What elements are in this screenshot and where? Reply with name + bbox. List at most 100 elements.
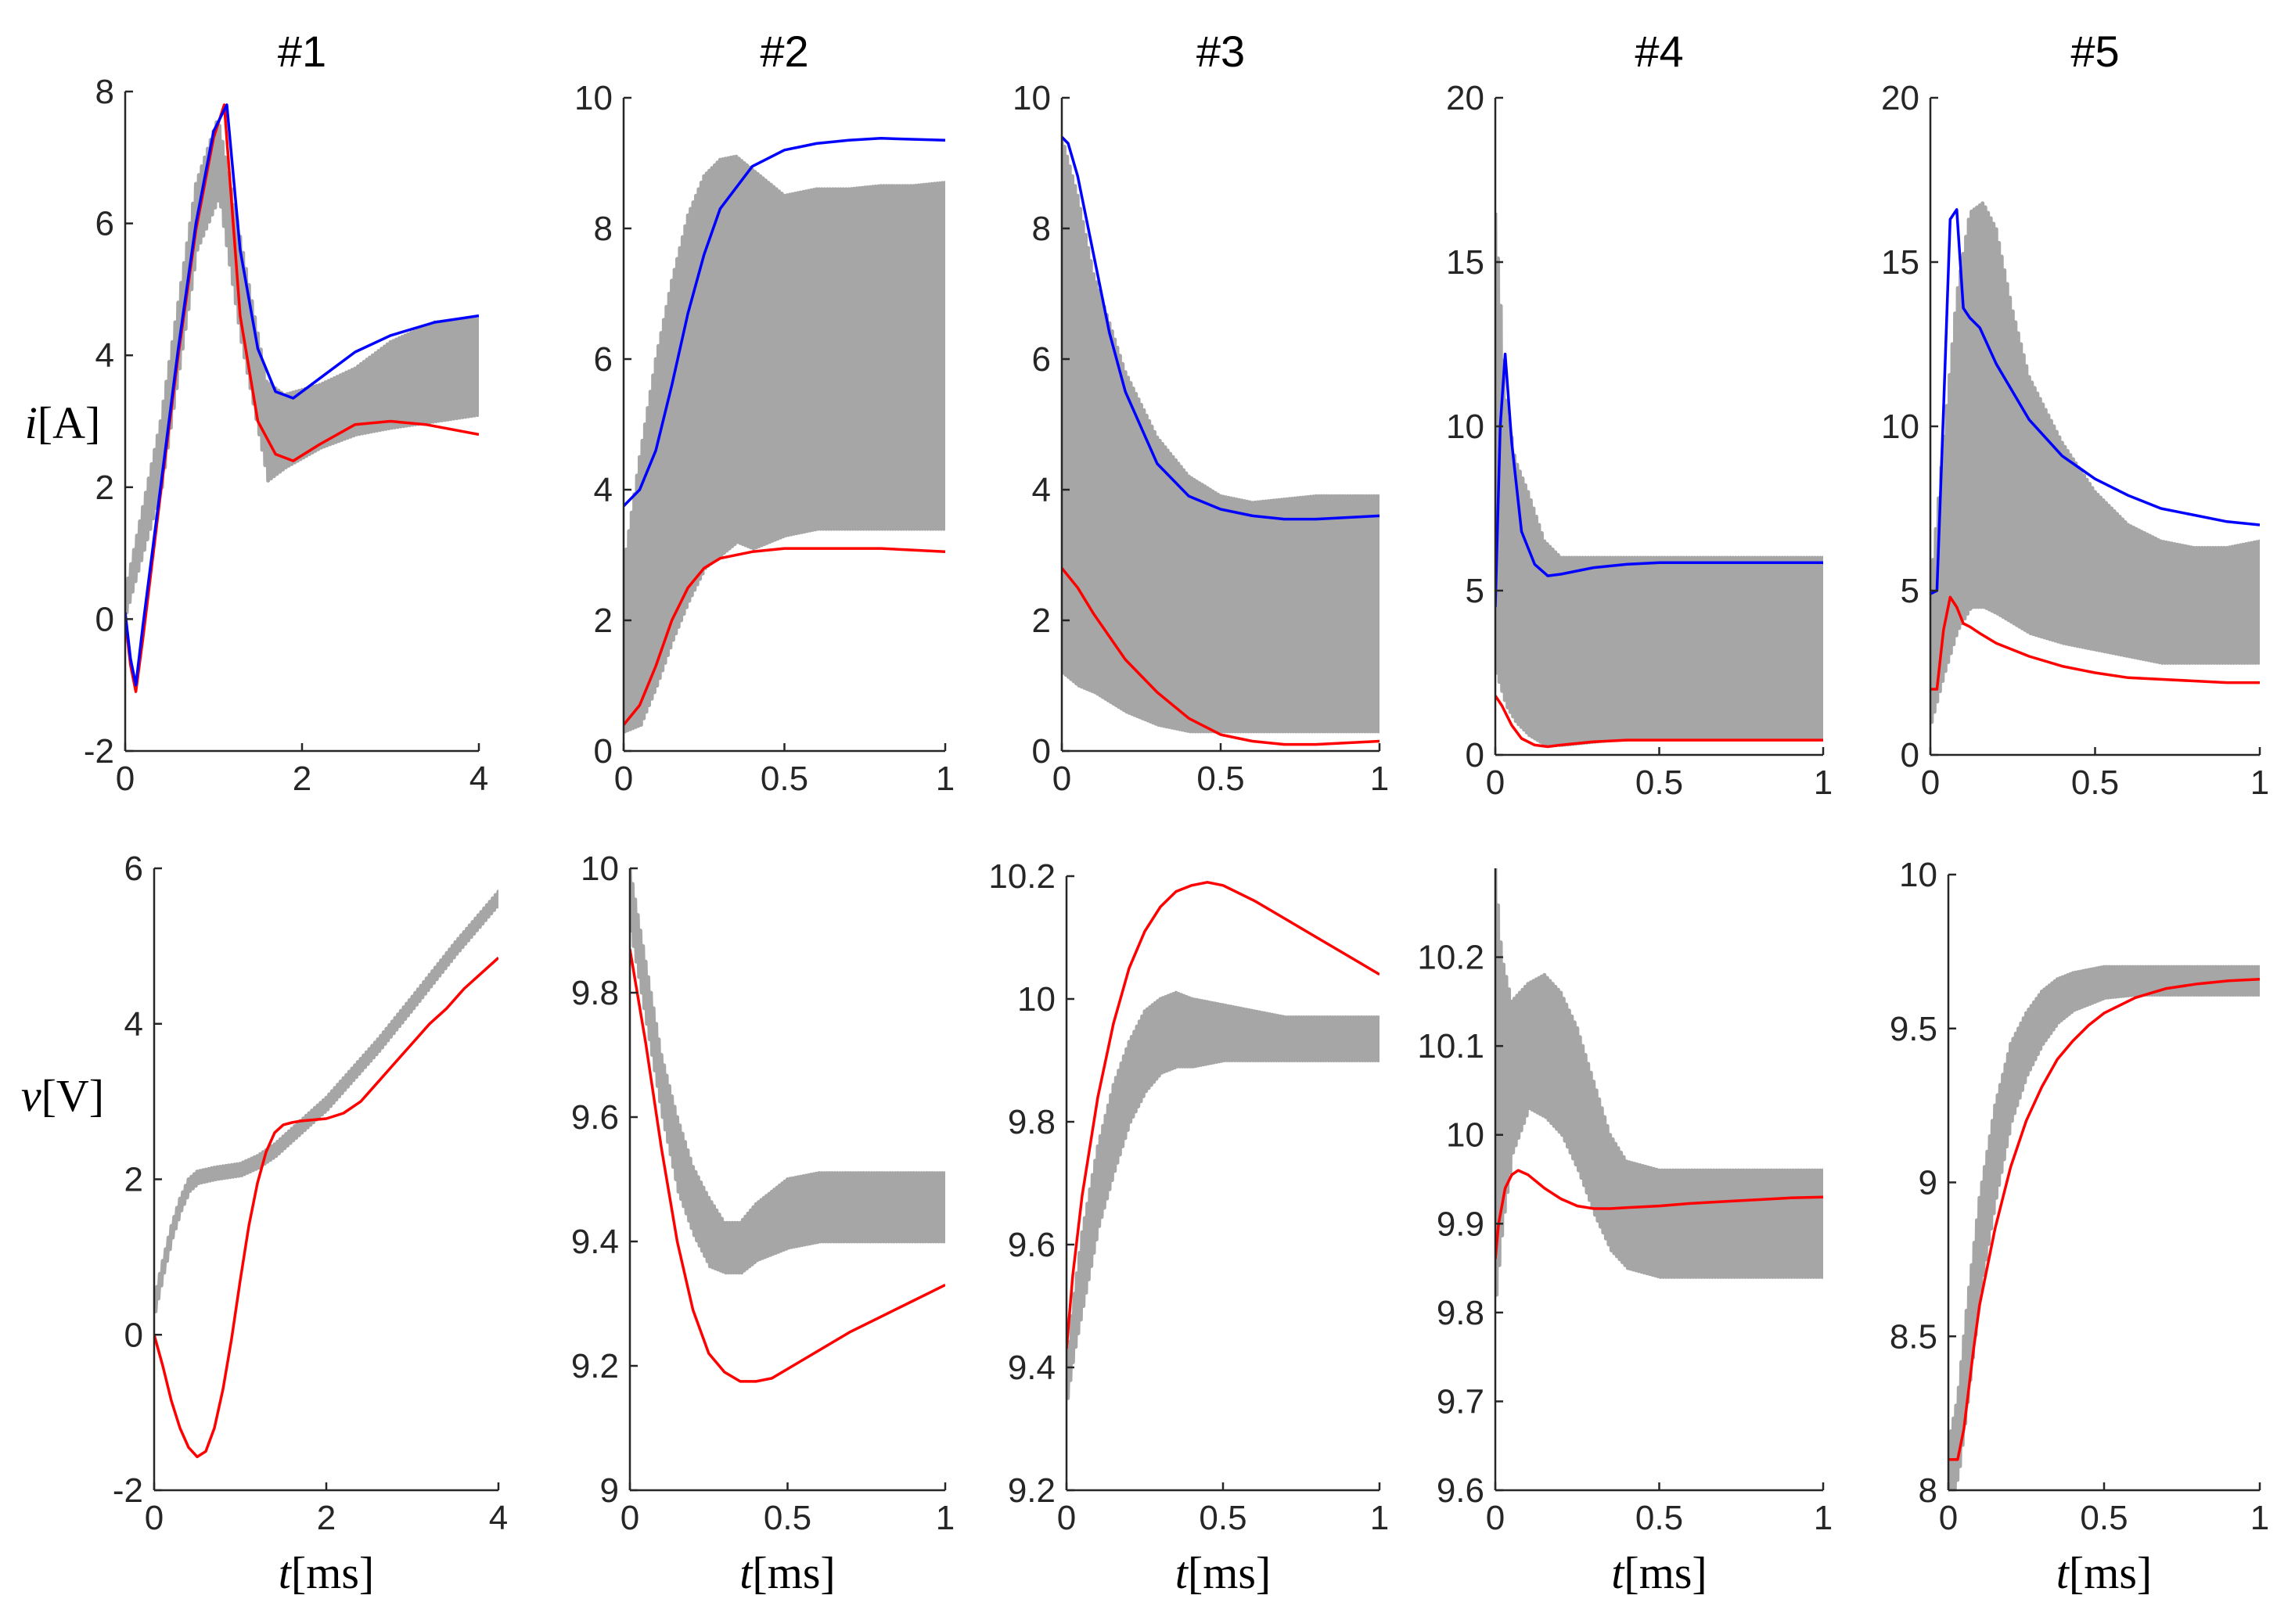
y-tick-label: 10 xyxy=(1446,1116,1484,1155)
y-tick-label: -2 xyxy=(84,732,114,771)
simulation-trace xyxy=(1948,965,2260,1490)
simulation-trace xyxy=(1067,990,1380,1400)
panel-2-voltage: 9 9.2 9.4 9.6 9.8 10 0 0.5 1 t[ms] xyxy=(571,850,955,1598)
x-tick-label: 0 xyxy=(1939,1499,1958,1537)
y-tick-label: 9.6 xyxy=(1437,1471,1484,1510)
y-tick-label: 10 xyxy=(581,850,619,888)
y-tick-label: 10 xyxy=(574,79,613,117)
y-tick-label: 2 xyxy=(95,469,114,507)
y-tick-label: 10 xyxy=(1899,856,1937,894)
lower-envelope-line xyxy=(1067,881,1380,1349)
y-tick-label: 0 xyxy=(124,1316,143,1354)
y-tick-label: 15 xyxy=(1446,243,1484,282)
plot-area xyxy=(1062,135,1380,746)
panel-3-current: 0 2 4 6 8 10 0 0.5 1 #3 xyxy=(1013,27,1389,798)
upper-envelope-line xyxy=(1495,352,1823,608)
upper-envelope-line xyxy=(624,137,945,508)
lower-envelope-line xyxy=(624,547,945,726)
y-tick-label: 10.2 xyxy=(1417,939,1484,977)
panel-5-voltage: 8 8.5 9 9.5 10 0 0.5 1 t[ms] xyxy=(1890,856,2269,1598)
x-tick-label: 0.5 xyxy=(1635,763,1683,802)
simulation-trace xyxy=(1062,137,1380,734)
x-tick-label: 0 xyxy=(116,760,135,798)
panel-5-current: 0 5 10 15 20 0 0.5 1 #5 xyxy=(1881,27,2269,802)
plot-area xyxy=(1948,965,2260,1490)
x-tick-label: 0.5 xyxy=(764,1499,811,1537)
y-tick-label: 4 xyxy=(124,1005,143,1044)
y-tick-label: 6 xyxy=(124,850,143,888)
y-axis-label: v[V] xyxy=(21,1070,104,1121)
upper-envelope-line xyxy=(1062,135,1380,521)
y-tick-label: 9.2 xyxy=(1008,1471,1056,1510)
y-tick-label: 0 xyxy=(1901,736,1919,774)
x-tick-label: 0 xyxy=(1486,1499,1505,1537)
y-tick-label: 9.6 xyxy=(1008,1226,1056,1264)
plot-area xyxy=(154,889,498,1459)
simulation-trace xyxy=(624,154,945,734)
x-tick-label: 0 xyxy=(1057,1499,1076,1537)
y-tick-label: 9.6 xyxy=(571,1098,619,1137)
x-tick-label: 0 xyxy=(1921,763,1940,802)
x-axis-label: t[ms] xyxy=(2056,1547,2152,1598)
y-tick-label: 6 xyxy=(1032,340,1051,379)
x-tick-label: 0.5 xyxy=(2071,763,2119,802)
y-tick-label: 8.5 xyxy=(1890,1317,1937,1356)
x-tick-label: 1 xyxy=(1370,760,1389,798)
panel-4-voltage: 9.6 9.7 9.8 9.9 10 10.1 10.2 0 0.5 1 t[ms] xyxy=(1417,868,1833,1598)
y-tick-label: 8 xyxy=(1032,210,1051,248)
lower-envelope-line xyxy=(1062,567,1380,746)
y-tick-label: 5 xyxy=(1901,572,1919,610)
y-tick-label: 0 xyxy=(1032,732,1051,771)
x-tick-label: 1 xyxy=(936,1499,955,1537)
y-tick-label: 2 xyxy=(1032,602,1051,640)
plot-area xyxy=(624,137,945,734)
panel-2-current: 0 2 4 6 8 10 0 0.5 1 #2 xyxy=(574,27,955,798)
y-tick-label: 9.9 xyxy=(1437,1205,1484,1243)
x-tick-label: 0 xyxy=(621,1499,639,1537)
x-tick-label: 1 xyxy=(1814,1499,1833,1537)
lower-envelope-line xyxy=(154,957,498,1459)
plot-area xyxy=(630,868,945,1383)
x-tick-label: 1 xyxy=(1370,1499,1389,1537)
y-tick-label: 5 xyxy=(1466,572,1484,610)
lower-envelope-line xyxy=(125,103,479,693)
plot-area xyxy=(1930,201,2260,724)
y-tick-label: 8 xyxy=(1919,1471,1937,1510)
y-tick-label: 10 xyxy=(1013,79,1051,117)
y-tick-label: 10.2 xyxy=(988,857,1056,896)
simulation-trace xyxy=(1930,201,2260,724)
x-tick-label: 0.5 xyxy=(2080,1499,2128,1537)
lower-envelope-line xyxy=(630,949,945,1383)
x-tick-label: 0.5 xyxy=(761,760,808,798)
y-tick-label: 4 xyxy=(594,471,613,509)
y-tick-label: 4 xyxy=(1032,471,1051,509)
y-axis-label: i[A] xyxy=(25,397,101,448)
panel-title: #5 xyxy=(2070,27,2119,76)
y-tick-label: 9.8 xyxy=(1437,1294,1484,1332)
y-tick-label: 9.8 xyxy=(571,974,619,1012)
y-tick-label: 8 xyxy=(95,73,114,111)
panel-3-voltage: 9.2 9.4 9.6 9.8 10 10.2 0 0.5 1 t[ms] xyxy=(988,857,1389,1598)
simulation-trace xyxy=(630,868,945,1275)
y-tick-label: 10 xyxy=(1446,408,1484,446)
panel-title: #2 xyxy=(760,27,808,76)
simulation-trace xyxy=(125,120,479,615)
y-tick-label: 9.4 xyxy=(571,1223,619,1261)
y-tick-label: 9.5 xyxy=(1890,1010,1937,1048)
panel-title: #3 xyxy=(1196,27,1245,76)
y-tick-label: 8 xyxy=(594,210,613,248)
panel-4-current: 0 5 10 15 20 0 0.5 1 #4 xyxy=(1446,27,1833,802)
simulation-trace xyxy=(1495,868,1823,1297)
y-tick-label: 6 xyxy=(594,340,613,379)
x-tick-label: 1 xyxy=(2250,763,2269,802)
x-tick-label: 4 xyxy=(489,1499,508,1537)
y-tick-label: 0 xyxy=(594,732,613,771)
lower-envelope-line xyxy=(1930,595,2260,691)
x-tick-label: 0.5 xyxy=(1199,1499,1246,1537)
y-tick-label: 20 xyxy=(1881,79,1919,117)
y-tick-label: -2 xyxy=(113,1471,143,1510)
simulation-trace xyxy=(1495,212,1823,747)
x-tick-label: 0 xyxy=(1052,760,1071,798)
